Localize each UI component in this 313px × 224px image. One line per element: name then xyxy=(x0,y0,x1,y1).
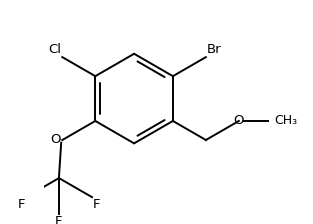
Text: O: O xyxy=(233,114,244,127)
Text: Cl: Cl xyxy=(48,43,61,56)
Text: Br: Br xyxy=(207,43,222,56)
Text: F: F xyxy=(93,198,100,211)
Text: F: F xyxy=(17,198,25,211)
Text: F: F xyxy=(55,215,63,224)
Text: CH₃: CH₃ xyxy=(274,114,297,127)
Text: O: O xyxy=(50,133,60,146)
